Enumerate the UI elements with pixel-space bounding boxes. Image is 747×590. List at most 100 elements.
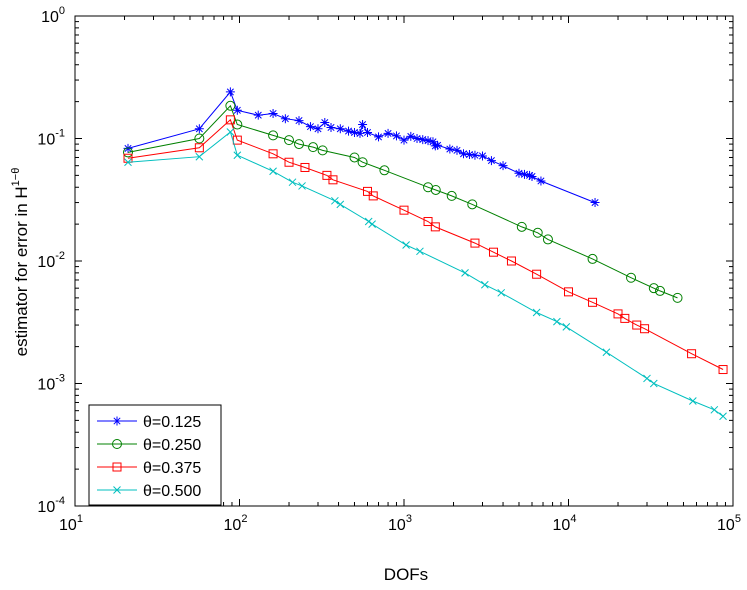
data-point (643, 374, 651, 383)
data-point (423, 136, 433, 146)
data-point (233, 151, 242, 160)
data-point (452, 145, 462, 155)
data-point (284, 157, 294, 167)
series-3 (123, 115, 728, 375)
data-point (532, 269, 542, 279)
data-point (225, 87, 235, 97)
series-4 (124, 128, 727, 421)
data-point (269, 167, 277, 176)
y-tick-exponent: -1 (55, 128, 65, 140)
legend-label: θ=0.375 (143, 460, 201, 477)
data-point (461, 269, 469, 277)
axis-labels: DOFs estimator for error in H1−θ (10, 168, 428, 584)
x-tick-base: 10 (388, 517, 406, 534)
data-point (225, 115, 235, 125)
data-point (194, 124, 204, 134)
legend-entry: θ=0.125 (97, 414, 201, 431)
data-point (232, 119, 243, 130)
data-point (288, 178, 297, 187)
y-tick-exponent: 0 (59, 5, 65, 17)
data-point (344, 126, 354, 136)
data-point (710, 405, 719, 414)
series-1 (123, 87, 600, 208)
data-point (225, 100, 236, 111)
data-point (349, 152, 360, 163)
data-point (590, 198, 600, 208)
data-point (542, 234, 553, 245)
data-point (498, 161, 508, 171)
legend-marker (112, 462, 122, 472)
data-point (470, 238, 480, 248)
y-tick-base: 10 (37, 499, 55, 516)
data-point (532, 227, 543, 238)
legend-entry: θ=0.500 (97, 483, 201, 500)
data-point (308, 142, 319, 153)
data-point (430, 222, 440, 232)
legend-marker (113, 486, 121, 494)
y-tick-label: 10-1 (37, 128, 65, 149)
data-point (655, 285, 666, 296)
x-tick-exponent: 3 (406, 513, 412, 525)
data-point (294, 139, 305, 150)
data-point (194, 133, 205, 144)
data-point (399, 205, 409, 215)
data-point (195, 152, 204, 161)
data-point (320, 118, 330, 128)
y-axis-label-base: estimator for error in H (12, 186, 31, 356)
data-point (364, 217, 373, 226)
x-tick-label: 101 (59, 513, 83, 534)
data-point (399, 135, 409, 145)
data-point (506, 256, 516, 266)
data-point (336, 200, 345, 209)
x-tick-exponent: 1 (77, 513, 83, 525)
data-point (486, 156, 496, 166)
data-point (626, 272, 637, 283)
data-point (357, 157, 368, 168)
data-point (355, 128, 365, 138)
legend-entry: θ=0.375 (97, 460, 201, 477)
y-tick-exponent: -3 (55, 373, 65, 385)
data-point (423, 217, 433, 227)
data-point (268, 108, 278, 118)
x-tick-base: 10 (59, 517, 77, 534)
data-point (232, 105, 242, 115)
legend-label: θ=0.125 (143, 414, 201, 431)
y-tick-base: 10 (41, 9, 59, 26)
legend-entry: θ=0.250 (97, 437, 201, 454)
data-point (719, 412, 727, 421)
data-point (564, 287, 573, 297)
legend-label: θ=0.500 (143, 483, 201, 500)
data-point (328, 175, 338, 185)
y-axis-label: estimator for error in H1−θ (10, 168, 31, 357)
x-tick-label: 102 (224, 513, 248, 534)
data-point (358, 120, 368, 130)
data-point (412, 134, 422, 143)
data-point (688, 397, 697, 405)
x-tick-base: 10 (553, 517, 571, 534)
data-point (477, 151, 487, 161)
y-tick-base: 10 (37, 132, 55, 149)
data-point (516, 221, 527, 232)
data-point (294, 116, 304, 126)
data-point (649, 379, 658, 388)
y-tick-label: 100 (41, 5, 65, 26)
data-point (313, 124, 323, 134)
data-point (718, 365, 728, 375)
data-point (488, 247, 498, 257)
data-point (430, 141, 440, 151)
data-point (123, 143, 133, 153)
data-point (124, 158, 132, 167)
data-point (445, 144, 455, 154)
x-tick-label: 105 (717, 513, 741, 534)
data-point (123, 147, 134, 158)
data-point (383, 128, 393, 138)
data-point (406, 131, 416, 141)
data-point (459, 149, 469, 159)
data-point (391, 131, 401, 141)
legend: θ=0.125 θ=0.250 θ=0.375 θ=0.500 (88, 404, 222, 506)
data-point (368, 191, 378, 201)
data-point (335, 124, 345, 134)
y-tick-label: 10-2 (37, 250, 65, 271)
data-point (527, 171, 537, 181)
